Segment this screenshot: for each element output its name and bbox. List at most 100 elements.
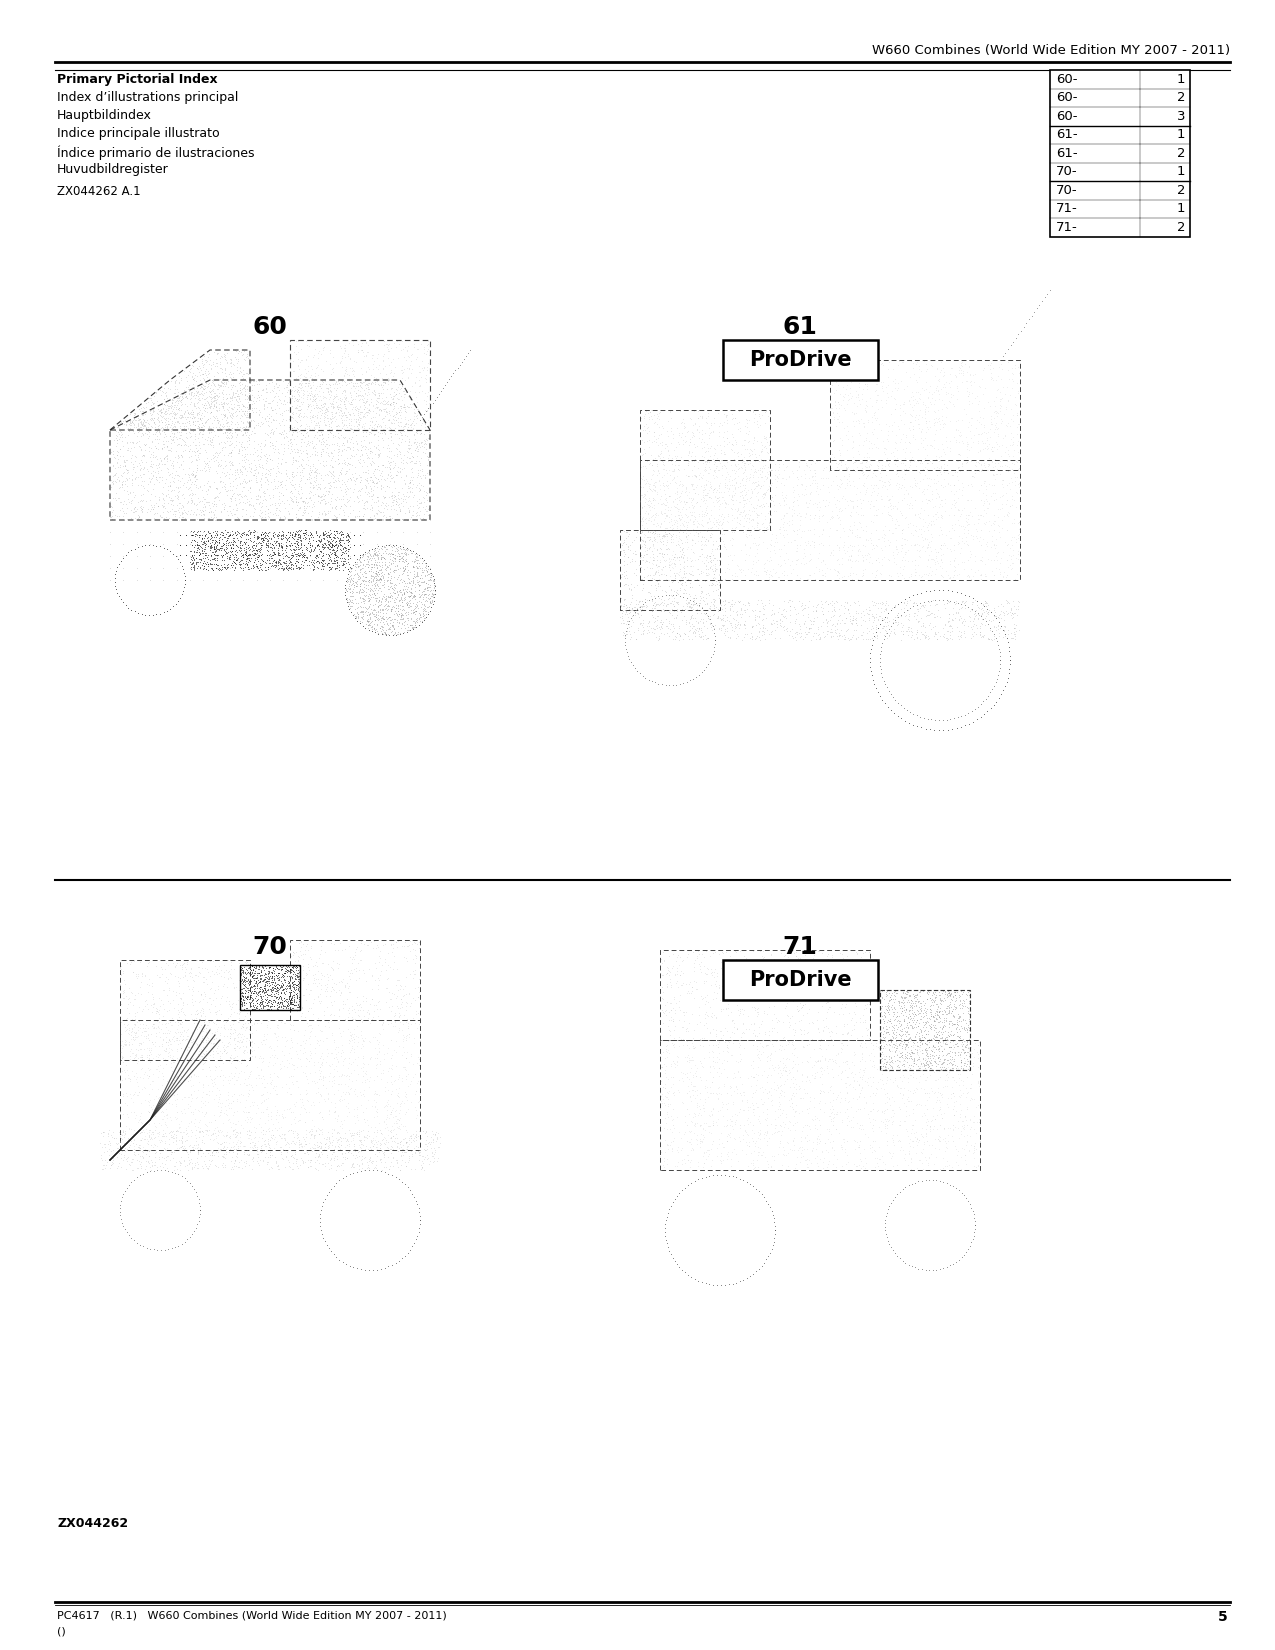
Point <box>233 952 254 978</box>
Point <box>418 556 439 582</box>
Point <box>949 1028 969 1054</box>
Point <box>956 1028 977 1054</box>
Point <box>797 977 817 1003</box>
Point <box>388 538 408 564</box>
Point <box>270 469 291 495</box>
Point <box>306 1155 326 1181</box>
Point <box>351 442 371 469</box>
Point <box>193 1023 213 1049</box>
Point <box>254 955 274 982</box>
Point <box>139 1119 159 1145</box>
Point <box>244 503 264 530</box>
Point <box>232 982 252 1008</box>
Point <box>706 556 727 582</box>
Point <box>246 965 266 992</box>
Point <box>747 980 768 1006</box>
Point <box>131 964 152 990</box>
Point <box>340 568 361 594</box>
Point <box>333 551 353 578</box>
Point <box>697 447 718 474</box>
Point <box>395 1101 416 1127</box>
Point <box>347 599 367 625</box>
Point <box>761 940 782 967</box>
Point <box>305 1035 325 1061</box>
Point <box>175 498 195 525</box>
Point <box>108 1153 129 1180</box>
Point <box>671 599 691 625</box>
Point <box>960 1124 980 1150</box>
Point <box>335 376 356 403</box>
Point <box>673 970 694 997</box>
Point <box>928 716 949 742</box>
Point <box>293 1148 314 1175</box>
Point <box>384 469 404 495</box>
Point <box>240 970 260 997</box>
Point <box>691 541 711 568</box>
Point <box>266 954 287 980</box>
Point <box>808 978 829 1005</box>
Point <box>734 450 755 477</box>
Point <box>669 615 690 642</box>
Point <box>334 936 354 962</box>
Point <box>918 416 938 442</box>
Point <box>372 559 393 586</box>
Point <box>859 1048 880 1074</box>
Point <box>652 1054 672 1081</box>
Point <box>288 1107 309 1134</box>
Point <box>291 403 311 429</box>
Point <box>230 450 250 477</box>
Point <box>840 607 861 634</box>
Point <box>810 1046 830 1072</box>
Point <box>394 394 414 421</box>
Point <box>876 1031 896 1058</box>
Point <box>952 497 973 523</box>
Point <box>407 559 427 586</box>
Point <box>213 1129 233 1155</box>
Point <box>315 411 335 437</box>
Point <box>776 1066 797 1092</box>
Point <box>265 530 286 556</box>
Point <box>236 536 256 563</box>
Point <box>352 561 372 587</box>
Point <box>244 419 264 446</box>
Point <box>697 960 718 987</box>
Point <box>947 978 968 1005</box>
Point <box>338 343 358 370</box>
Point <box>876 1079 896 1106</box>
Point <box>293 497 314 523</box>
Point <box>288 375 309 401</box>
Point <box>836 1011 857 1038</box>
Point <box>748 1142 769 1168</box>
Point <box>919 578 940 604</box>
Point <box>757 459 778 485</box>
Point <box>175 954 195 980</box>
Point <box>704 592 724 619</box>
Point <box>819 488 839 515</box>
Point <box>882 1049 903 1076</box>
Point <box>268 988 288 1015</box>
Point <box>340 599 361 625</box>
Point <box>755 493 775 520</box>
Point <box>264 541 284 568</box>
Point <box>356 475 376 502</box>
Point <box>408 1140 428 1167</box>
Point <box>697 492 718 518</box>
Point <box>208 483 228 510</box>
Point <box>898 614 918 640</box>
Point <box>292 995 312 1021</box>
Point <box>293 554 314 581</box>
Point <box>159 422 180 449</box>
Point <box>630 610 650 637</box>
Point <box>295 488 315 515</box>
Point <box>236 1035 256 1061</box>
Point <box>348 1061 368 1087</box>
Point <box>298 500 319 526</box>
Point <box>747 960 768 987</box>
Point <box>307 1157 328 1183</box>
Point <box>936 1054 956 1081</box>
Point <box>899 1025 919 1051</box>
Point <box>940 1049 960 1076</box>
Point <box>180 1223 200 1249</box>
Point <box>975 592 996 619</box>
Point <box>422 1119 442 1145</box>
